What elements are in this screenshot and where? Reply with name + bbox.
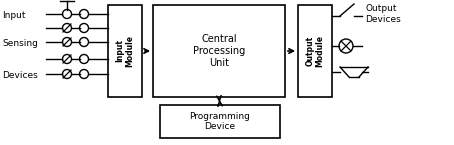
Text: Programming
Device: Programming Device [190,112,251,131]
Text: Input
Module: Input Module [115,35,135,67]
Bar [298,5,332,97]
Text: Output
Devices: Output Devices [365,4,401,24]
Text: Devices: Devices [2,70,38,79]
Text: Input: Input [2,10,25,19]
Text: Sensing: Sensing [2,39,38,48]
Bar [153,5,285,97]
Bar [108,5,142,97]
Text: Output
Module: Output Module [305,35,325,67]
Bar [160,105,280,138]
Text: Central
Processing
Unit: Central Processing Unit [193,34,245,68]
